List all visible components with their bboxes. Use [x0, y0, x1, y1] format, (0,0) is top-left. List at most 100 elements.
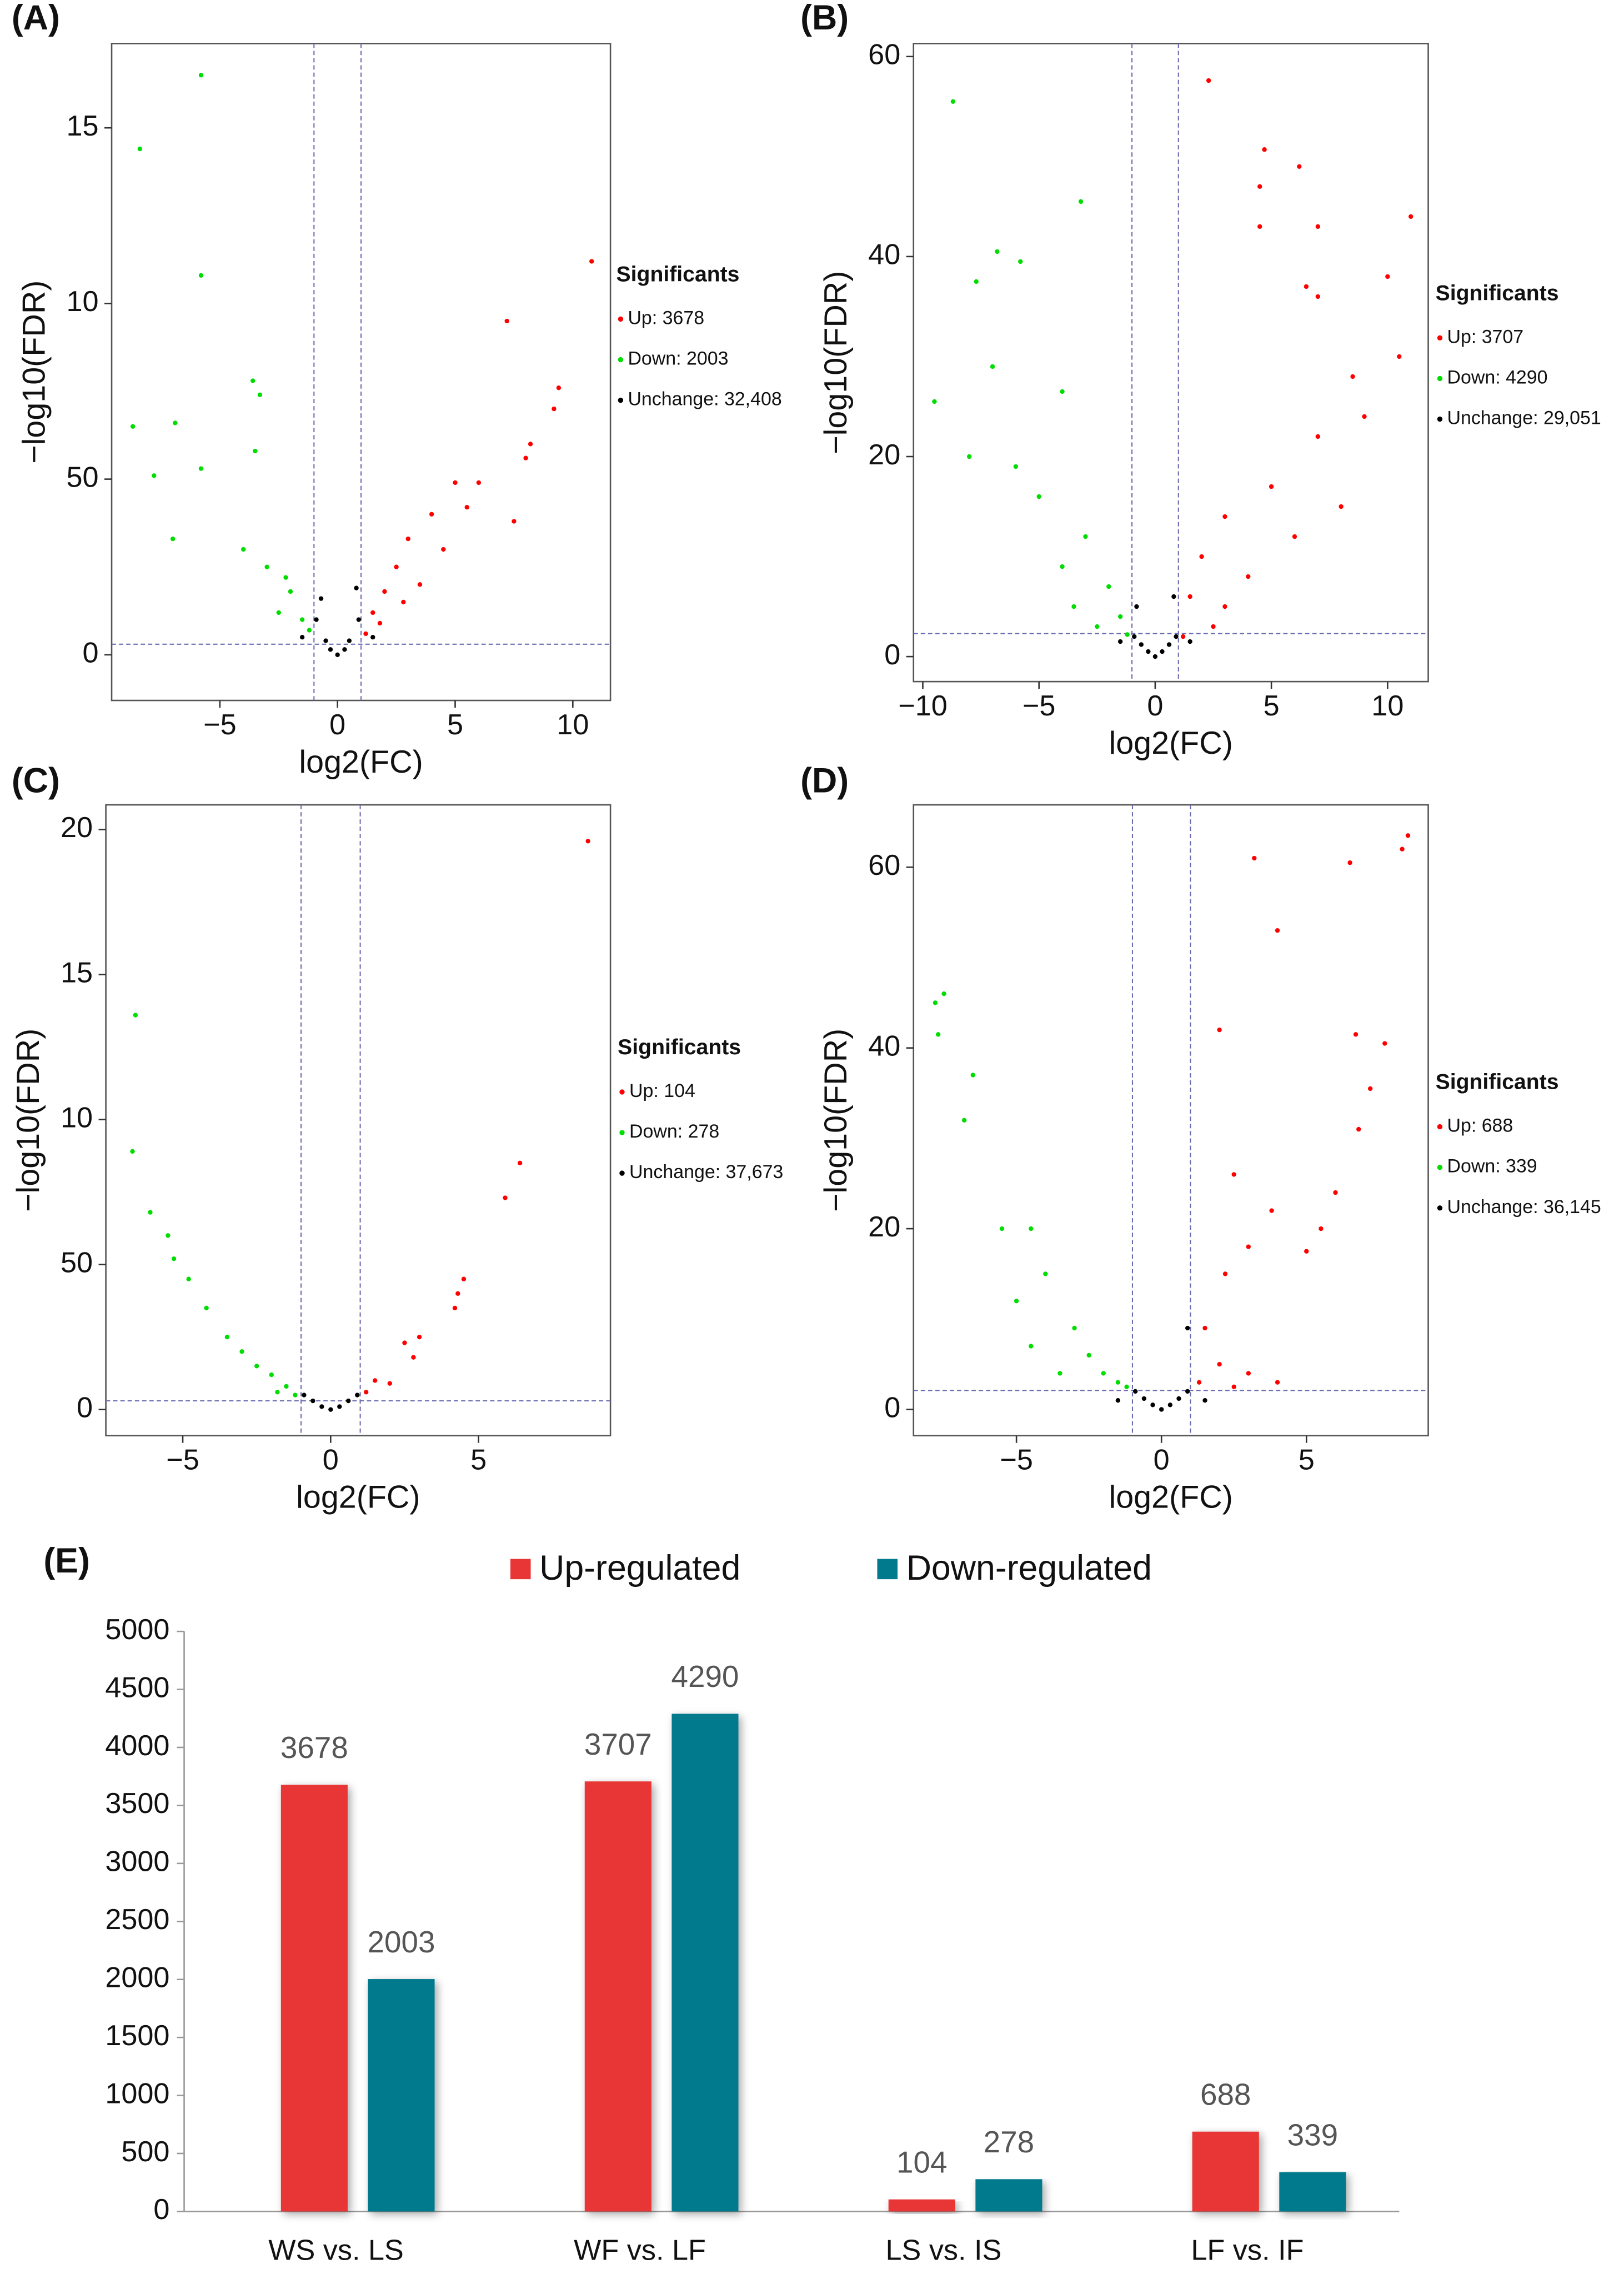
point: [1029, 1344, 1034, 1349]
panel-label: (E): [43, 1541, 90, 1580]
x-tick-label: −10: [898, 690, 948, 722]
legend-marker: [619, 1170, 625, 1176]
point: [1333, 1190, 1338, 1195]
point: [347, 638, 352, 643]
legend-marker: [877, 1559, 898, 1580]
point: [1125, 632, 1130, 637]
y-tick-label: 0: [77, 1391, 93, 1424]
value-label: 278: [984, 2125, 1034, 2159]
x-tick-label: −5: [1022, 690, 1056, 722]
point: [257, 392, 263, 397]
legend-title: Significants: [618, 1035, 741, 1059]
bar: [280, 1785, 348, 2212]
point: [283, 575, 288, 580]
y-tick-label: 40: [868, 1030, 900, 1062]
point: [130, 424, 136, 429]
point: [275, 1390, 280, 1395]
legend-entry: Unchange: 32,408: [628, 389, 781, 410]
point: [1187, 639, 1192, 644]
point: [1083, 534, 1088, 539]
legend-title: Significants: [1436, 1070, 1559, 1094]
point: [314, 617, 319, 622]
point: [452, 1305, 458, 1311]
y-tick-label: 10: [66, 286, 98, 318]
point: [1141, 1396, 1147, 1401]
y-tick-label: 500: [121, 2136, 169, 2168]
point: [198, 73, 204, 78]
x-tick-label: 0: [1147, 690, 1163, 722]
point: [1339, 504, 1344, 509]
point: [405, 536, 410, 542]
legend-marker: [618, 397, 624, 403]
point: [1362, 414, 1367, 419]
point: [1013, 464, 1019, 469]
point: [166, 1233, 171, 1238]
x-tick-label: LS vs. IS: [885, 2234, 1001, 2266]
y-tick-label: 60: [868, 849, 900, 881]
point: [556, 385, 562, 390]
legend-marker: [619, 1130, 625, 1135]
point: [1252, 855, 1257, 861]
point: [1018, 259, 1023, 264]
x-tick-label: −5: [166, 1444, 199, 1476]
x-tick-label: 10: [1371, 690, 1404, 722]
point: [1231, 1172, 1236, 1177]
x-tick-label: 0: [1154, 1444, 1170, 1476]
point: [417, 582, 423, 587]
x-tick-label: −5: [203, 709, 237, 741]
legend-entry: Up: 688: [1447, 1115, 1513, 1136]
point: [1408, 214, 1414, 219]
point: [1199, 554, 1204, 559]
y-tick-label: 0: [82, 637, 98, 669]
point: [299, 635, 305, 640]
point: [224, 1334, 230, 1340]
legend-marker: [1437, 1164, 1443, 1170]
point: [1315, 224, 1320, 229]
x-tick-label: 0: [329, 709, 345, 741]
point: [1382, 1041, 1387, 1046]
point: [1315, 434, 1320, 439]
legend-title: Significants: [1436, 281, 1559, 305]
point: [453, 480, 458, 485]
point: [1139, 642, 1144, 647]
point: [370, 610, 375, 615]
point: [1222, 514, 1227, 519]
legend-entry: Unchange: 29,051: [1447, 408, 1601, 429]
legend-entry: Down: 2003: [628, 348, 728, 369]
bar: [975, 2179, 1042, 2212]
point: [198, 273, 204, 278]
point: [1304, 284, 1309, 289]
point: [504, 318, 509, 324]
point: [1353, 1032, 1359, 1037]
point: [1071, 604, 1076, 609]
point: [990, 364, 995, 369]
y-tick-label: 20: [61, 812, 93, 844]
point: [1171, 594, 1176, 599]
point: [1036, 494, 1041, 499]
y-tick-label: 40: [868, 239, 900, 271]
point: [319, 1404, 324, 1409]
point: [1275, 1380, 1280, 1385]
bar: [584, 1781, 651, 2212]
y-tick-label: 60: [868, 39, 900, 71]
point: [1185, 1389, 1190, 1394]
y-axis-title: −log10(FDR): [16, 281, 52, 464]
point: [1262, 147, 1267, 152]
point: [995, 249, 1000, 254]
point: [1246, 1244, 1251, 1249]
point: [346, 1398, 351, 1404]
point: [1400, 847, 1405, 852]
y-tick-label: 50: [61, 1246, 93, 1279]
point: [1086, 1353, 1091, 1358]
point: [417, 1334, 422, 1340]
point: [1257, 224, 1262, 229]
point: [528, 442, 533, 447]
point: [1297, 164, 1302, 169]
panel-label: (C): [12, 761, 60, 800]
legend-entry: Down: 339: [1447, 1156, 1537, 1177]
point: [323, 638, 328, 643]
y-tick-label: 0: [884, 639, 900, 671]
x-tick-label: 5: [470, 1444, 487, 1476]
point: [387, 1381, 393, 1386]
